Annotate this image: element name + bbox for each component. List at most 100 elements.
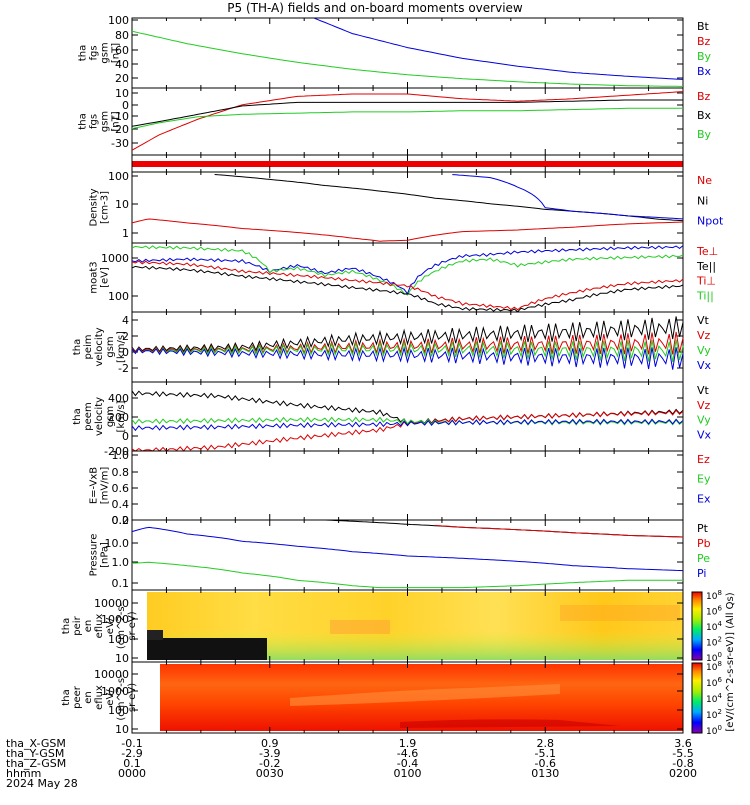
footer-value: 0000 bbox=[118, 767, 146, 780]
y-tick-label: 100 bbox=[108, 14, 129, 27]
footer-value: 2.8 bbox=[537, 737, 555, 750]
footer-value: -0.1 bbox=[121, 737, 142, 750]
series-line bbox=[131, 99, 683, 127]
red-stripe bbox=[132, 161, 683, 167]
footer-value: 0.1 bbox=[123, 757, 141, 770]
heatmap-patch bbox=[560, 605, 680, 621]
axis-label: peem bbox=[83, 402, 94, 430]
series-line bbox=[131, 390, 684, 426]
y-tick-label: 200 bbox=[108, 411, 129, 424]
axis-label: gsm bbox=[105, 336, 116, 357]
footer-value: 1.9 bbox=[399, 737, 417, 750]
footer-value: -5.5 bbox=[672, 747, 693, 760]
panel-p9: 10.0 1.0 0.1 Pressure [nPa] Pt Pb Pe Pi bbox=[89, 519, 711, 591]
axis-label: tha bbox=[72, 408, 83, 424]
axis-label: eV/ bbox=[105, 617, 116, 634]
legend-entry: Vt bbox=[697, 384, 710, 397]
series-line bbox=[131, 339, 684, 363]
panel-frame bbox=[131, 242, 684, 313]
y-tick-label: 1.0 bbox=[112, 556, 130, 569]
footer-value: -0.6 bbox=[535, 757, 556, 770]
colorbar-scale bbox=[691, 662, 703, 734]
legend-entry: By bbox=[697, 128, 712, 141]
colorbar-tick: 104 bbox=[706, 620, 722, 633]
y-tick-label: 10 bbox=[115, 652, 129, 665]
y-tick-label: 4 bbox=[122, 314, 129, 327]
series-line bbox=[131, 316, 684, 353]
panel-frame bbox=[131, 17, 684, 89]
legend-entry: Ti|| bbox=[696, 289, 714, 302]
y-tick-label: 0.4 bbox=[112, 498, 130, 511]
legend-entry: Ti⊥ bbox=[696, 275, 716, 288]
colorbar-scale bbox=[691, 591, 703, 661]
y-tick-label: 400 bbox=[108, 392, 129, 405]
axis-label: E=-VxB bbox=[89, 467, 100, 504]
axis-label: tha bbox=[78, 45, 89, 61]
legend-entry: Pt bbox=[697, 522, 709, 535]
panel-frame bbox=[131, 311, 684, 383]
footer-value: -0.8 bbox=[672, 757, 693, 770]
colorbar-tick: 106 bbox=[706, 676, 722, 689]
y-tick-label: -10 bbox=[111, 110, 129, 123]
y-tick-label: 100 bbox=[108, 290, 129, 303]
panel-p2: 100-10-20-30 tha fgs gsm [nT] Bz Bx By bbox=[78, 87, 712, 156]
axis-label: moat3 bbox=[89, 261, 100, 293]
axis-label: eflux bbox=[94, 685, 105, 710]
page-title: P5 (TH-A) fields and on-board moments ov… bbox=[227, 1, 523, 15]
legend-entry: Bz bbox=[697, 90, 711, 103]
footer-row-label: tha_X-GSM bbox=[6, 737, 66, 750]
axis-label: fgs bbox=[89, 45, 100, 60]
footer-value: 0.9 bbox=[261, 737, 279, 750]
y-tick-label: 0.1 bbox=[112, 577, 130, 590]
colorbar-tick: 100 bbox=[706, 724, 722, 737]
y-tick-label: -200 bbox=[104, 445, 129, 458]
legend-entry: Npot bbox=[697, 215, 724, 228]
heatmap-band bbox=[400, 719, 620, 728]
y-tick-label: 10 bbox=[115, 723, 129, 736]
panel-frame bbox=[131, 519, 684, 591]
y-tick-label: 1000 bbox=[101, 252, 129, 265]
legend-entry: Vx bbox=[697, 428, 712, 441]
colorbar-tick: 102 bbox=[706, 708, 722, 721]
series-line bbox=[131, 245, 684, 296]
series-line bbox=[131, 418, 684, 432]
series-line bbox=[131, 346, 684, 370]
y-tick-label: 1000 bbox=[101, 613, 129, 626]
axis-label: peir bbox=[72, 615, 83, 635]
panel-p3 bbox=[131, 154, 684, 173]
panel-p11: 10000 1000 100 10 tha peer en eflux eV/(cm^2-s-s… bbox=[61, 661, 684, 736]
y-tick-label: 100 bbox=[108, 170, 129, 183]
axis-label: eV/ bbox=[105, 689, 116, 706]
panel-p4: 100 10 1 Density [cm-3] Ne Ni Npot bbox=[89, 170, 724, 244]
y-tick-label: 10.0 bbox=[105, 537, 130, 550]
colorbar-tick: 108 bbox=[706, 660, 722, 673]
axis-label: tha bbox=[72, 339, 83, 355]
y-tick-label: 20 bbox=[115, 72, 129, 85]
footer-value: -2.9 bbox=[121, 747, 142, 760]
axis-label: [cm-3] bbox=[100, 191, 111, 224]
y-tick-label: 100 bbox=[108, 704, 129, 717]
series-line bbox=[214, 174, 684, 222]
axis-label: Pressure bbox=[89, 534, 100, 577]
legend-entry: Pi bbox=[697, 567, 706, 580]
legend-entry: Ez bbox=[697, 453, 710, 466]
panel-p6: 4 2 0 -2 tha peim velocity gsm [km/s] Vt Vz Vy Vx bbox=[72, 311, 712, 383]
series-line bbox=[131, 91, 684, 151]
y-tick-label: -20 bbox=[111, 123, 129, 136]
y-tick-label: 10 bbox=[115, 87, 129, 100]
legend-entry: Vx bbox=[697, 359, 712, 372]
axis-label: peer bbox=[72, 685, 83, 709]
legend-entry: Ne bbox=[697, 174, 712, 187]
legend-entry: Vt bbox=[697, 314, 710, 327]
legend-entry: Bz bbox=[697, 35, 711, 48]
legend-entry: Ni bbox=[697, 194, 708, 207]
y-tick-label: 0 bbox=[122, 346, 129, 359]
axis-label: (cm^2-s- bbox=[116, 674, 127, 721]
axis-label: Density bbox=[89, 188, 100, 226]
panel-p10: 10000 1000 100 10 tha peir en eflux eV/(cm^2-s-s… bbox=[61, 589, 684, 665]
y-tick-label: 0.2 bbox=[112, 514, 130, 527]
series-line bbox=[131, 260, 684, 311]
legend-entry: Te⊥ bbox=[696, 245, 718, 258]
axis-label: velocity bbox=[94, 327, 105, 366]
